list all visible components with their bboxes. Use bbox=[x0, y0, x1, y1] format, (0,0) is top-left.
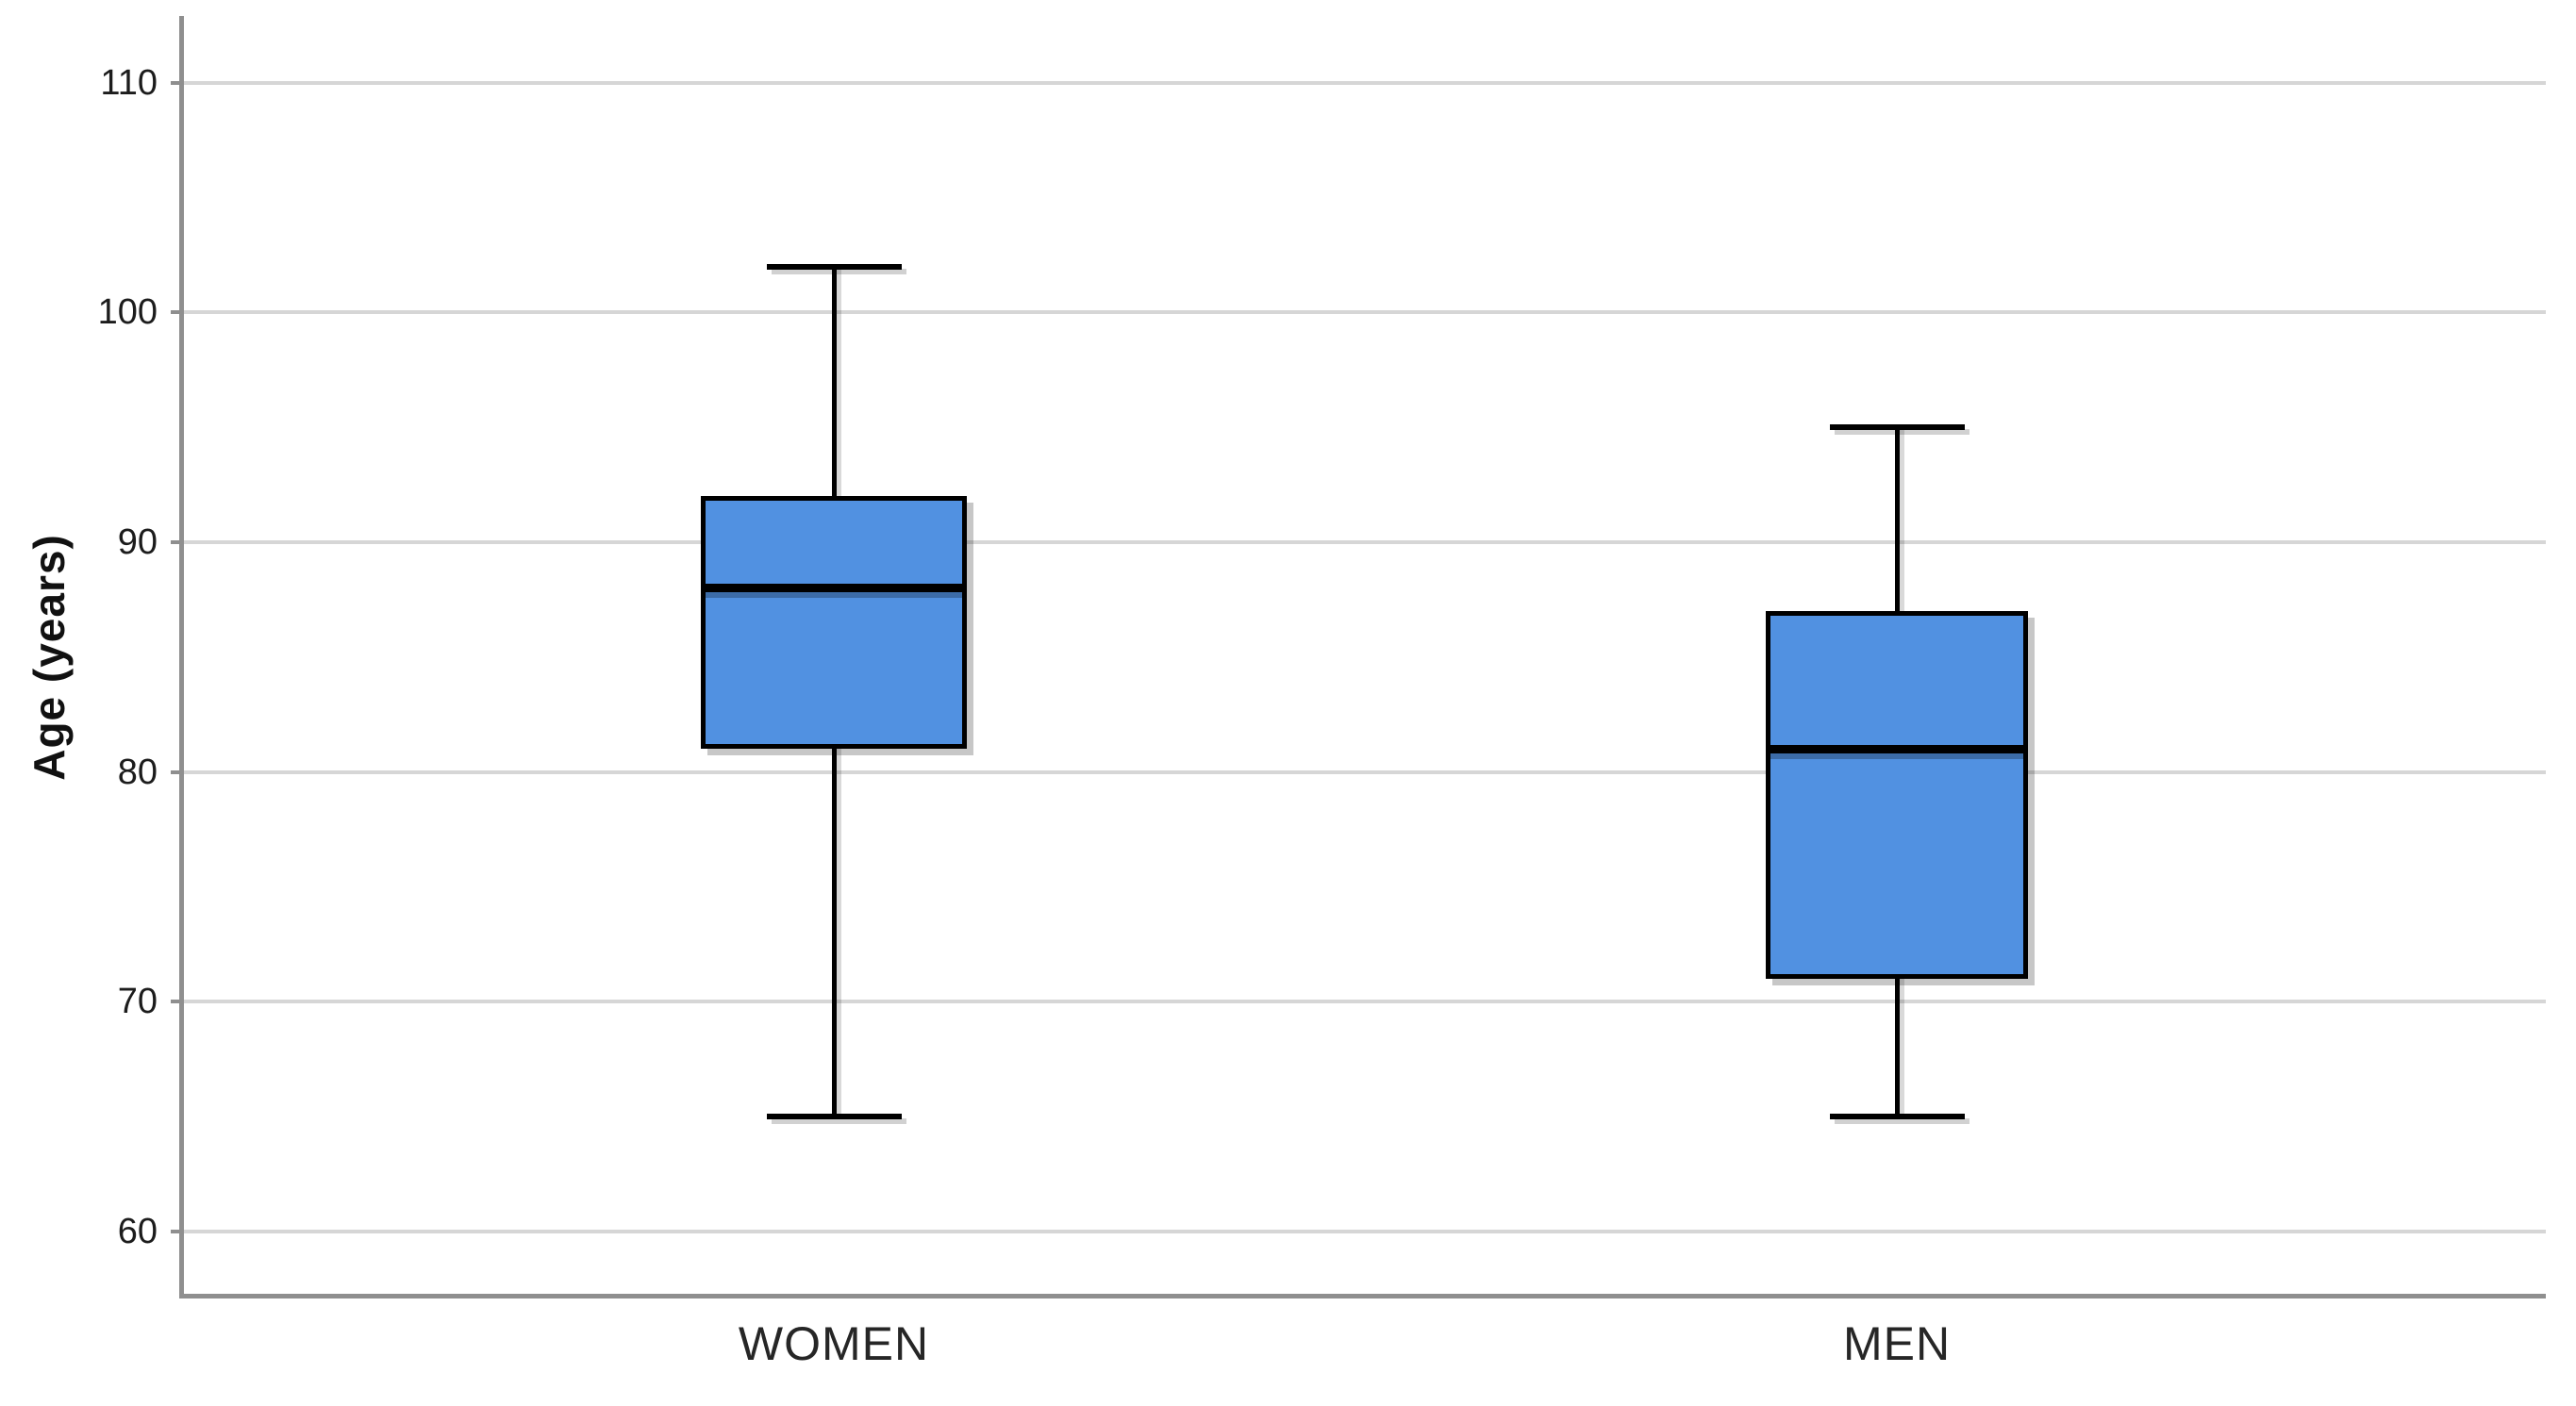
median-line bbox=[701, 584, 967, 593]
y-tick-label: 80 bbox=[117, 752, 158, 792]
y-axis-tick bbox=[171, 80, 179, 85]
y-axis-title: Age (years) bbox=[25, 534, 74, 781]
y-tick-label: 100 bbox=[97, 292, 158, 333]
iqr-box bbox=[701, 496, 967, 750]
min-whisker-cap bbox=[766, 1114, 902, 1120]
y-axis-tick bbox=[171, 769, 179, 774]
y-axis-tick bbox=[171, 1230, 179, 1234]
lower-whisker-stem bbox=[831, 749, 837, 1117]
y-tick-label: 70 bbox=[117, 982, 158, 1022]
y-tick-label: 90 bbox=[117, 522, 158, 563]
y-axis-tick bbox=[171, 310, 179, 315]
gridline bbox=[184, 540, 2546, 545]
y-tick-label: 110 bbox=[100, 62, 158, 103]
upper-whisker-stem bbox=[1894, 427, 1900, 612]
max-whisker-cap bbox=[766, 263, 902, 270]
gridline bbox=[184, 1230, 2546, 1234]
gridline bbox=[184, 769, 2546, 774]
y-axis-line bbox=[179, 16, 184, 1298]
gridline bbox=[184, 80, 2546, 85]
x-axis-label: WOMEN bbox=[738, 1317, 930, 1370]
gridline bbox=[184, 1000, 2546, 1004]
y-tick-label: 60 bbox=[117, 1212, 158, 1252]
lower-whisker-stem bbox=[1894, 979, 1900, 1117]
y-axis-tick bbox=[171, 1000, 179, 1004]
gridline bbox=[184, 310, 2546, 315]
min-whisker-cap bbox=[1829, 1114, 1965, 1120]
y-axis-tick bbox=[171, 540, 179, 545]
upper-whisker-stem bbox=[831, 266, 837, 497]
max-whisker-cap bbox=[1829, 424, 1965, 431]
x-axis-label: MEN bbox=[1842, 1317, 1952, 1370]
x-axis-line bbox=[179, 1294, 2546, 1298]
iqr-box bbox=[1766, 611, 2028, 980]
median-line bbox=[1766, 744, 2028, 753]
